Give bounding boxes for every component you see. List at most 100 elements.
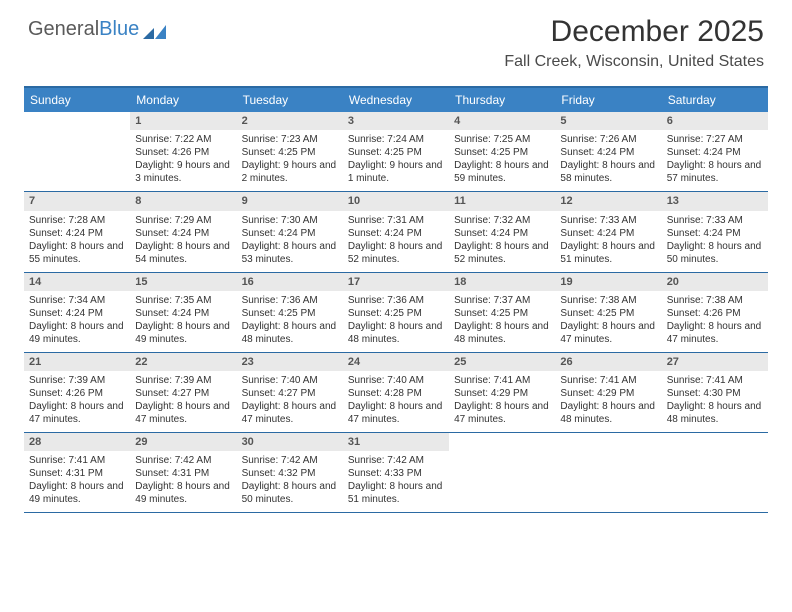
daylight-text: Daylight: 8 hours and 54 minutes.: [135, 240, 231, 266]
sunset-text: Sunset: 4:25 PM: [454, 146, 550, 159]
date-number: 5: [555, 112, 661, 130]
day-detail: Sunrise: 7:25 AMSunset: 4:25 PMDaylight:…: [449, 133, 555, 185]
sunrise-text: Sunrise: 7:41 AM: [560, 374, 656, 387]
daylight-text: Daylight: 9 hours and 3 minutes.: [135, 159, 231, 185]
sunrise-text: Sunrise: 7:35 AM: [135, 294, 231, 307]
week-row: 28 Sunrise: 7:41 AMSunset: 4:31 PMDayligh…: [24, 433, 768, 513]
sunrise-text: Sunrise: 7:38 AM: [667, 294, 763, 307]
day-detail: Sunrise: 7:38 AMSunset: 4:26 PMDaylight:…: [662, 294, 768, 346]
day-cell: 7Sunrise: 7:28 AMSunset: 4:24 PMDaylight…: [24, 192, 130, 271]
day-cell: 6Sunrise: 7:27 AMSunset: 4:24 PMDaylight…: [662, 112, 768, 191]
day-detail: Sunrise: 7:33 AMSunset: 4:24 PMDaylight:…: [662, 214, 768, 266]
day-header: Thursday: [449, 88, 555, 112]
daylight-text: Daylight: 8 hours and 49 minutes.: [135, 480, 231, 506]
daylight-text: Daylight: 8 hours and 47 minutes.: [242, 400, 338, 426]
sunset-text: Sunset: 4:27 PM: [242, 387, 338, 400]
day-cell: .: [662, 433, 768, 512]
brand-text-2: Blue: [99, 18, 139, 41]
sunrise-text: Sunrise: 7:24 AM: [348, 133, 444, 146]
day-cell: 9Sunrise: 7:30 AMSunset: 4:24 PMDaylight…: [237, 192, 343, 271]
location-subtitle: Fall Creek, Wisconsin, United States: [504, 53, 764, 71]
daylight-text: Daylight: 8 hours and 51 minutes.: [348, 480, 444, 506]
daylight-text: Daylight: 8 hours and 49 minutes.: [29, 480, 125, 506]
day-detail: Sunrise: 7:39 AMSunset: 4:27 PMDaylight:…: [130, 374, 236, 426]
date-number: 19: [555, 273, 661, 291]
date-number: 31: [343, 433, 449, 451]
daylight-text: Daylight: 8 hours and 47 minutes.: [348, 400, 444, 426]
sunrise-text: Sunrise: 7:32 AM: [454, 214, 550, 227]
day-cell: 1Sunrise: 7:22 AMSunset: 4:26 PMDaylight…: [130, 112, 236, 191]
sunset-text: Sunset: 4:27 PM: [135, 387, 231, 400]
date-number: 1: [130, 112, 236, 130]
day-detail: Sunrise: 7:36 AMSunset: 4:25 PMDaylight:…: [237, 294, 343, 346]
daylight-text: Daylight: 8 hours and 48 minutes.: [242, 320, 338, 346]
day-detail: Sunrise: 7:40 AMSunset: 4:28 PMDaylight:…: [343, 374, 449, 426]
month-title: December 2025: [504, 15, 764, 49]
day-detail: Sunrise: 7:27 AMSunset: 4:24 PMDaylight:…: [662, 133, 768, 185]
brand-text-1: General: [28, 18, 99, 41]
day-cell: 18 Sunrise: 7:37 AMSunset: 4:25 PMDayligh…: [449, 273, 555, 352]
day-header: Tuesday: [237, 88, 343, 112]
week-row: 21Sunrise: 7:39 AMSunset: 4:26 PMDayligh…: [24, 353, 768, 433]
day-detail: Sunrise: 7:41 AMSunset: 4:31 PMDaylight:…: [24, 454, 130, 506]
daylight-text: Daylight: 8 hours and 47 minutes.: [135, 400, 231, 426]
day-cell: .: [555, 433, 661, 512]
sunrise-text: Sunrise: 7:22 AM: [135, 133, 231, 146]
date-number: 28: [24, 433, 130, 451]
daylight-text: Daylight: 8 hours and 47 minutes.: [29, 400, 125, 426]
sunrise-text: Sunrise: 7:41 AM: [454, 374, 550, 387]
daylight-text: Daylight: 8 hours and 48 minutes.: [560, 400, 656, 426]
date-number: 11: [449, 192, 555, 210]
daylight-text: Daylight: 8 hours and 52 minutes.: [454, 240, 550, 266]
sunrise-text: Sunrise: 7:29 AM: [135, 214, 231, 227]
sunset-text: Sunset: 4:24 PM: [242, 227, 338, 240]
day-cell: 11Sunrise: 7:32 AMSunset: 4:24 PMDayligh…: [449, 192, 555, 271]
daylight-text: Daylight: 8 hours and 48 minutes.: [348, 320, 444, 346]
daylight-text: Daylight: 8 hours and 55 minutes.: [29, 240, 125, 266]
date-number: 16: [237, 273, 343, 291]
day-cell: 3Sunrise: 7:24 AMSunset: 4:25 PMDaylight…: [343, 112, 449, 191]
date-number: 7: [24, 192, 130, 210]
day-header: Sunday: [24, 88, 130, 112]
day-cell: 17Sunrise: 7:36 AMSunset: 4:25 PMDayligh…: [343, 273, 449, 352]
day-detail: Sunrise: 7:42 AMSunset: 4:32 PMDaylight:…: [237, 454, 343, 506]
sunset-text: Sunset: 4:24 PM: [560, 146, 656, 159]
sunrise-text: Sunrise: 7:42 AM: [242, 454, 338, 467]
sunset-text: Sunset: 4:25 PM: [560, 307, 656, 320]
sunset-text: Sunset: 4:25 PM: [454, 307, 550, 320]
day-detail: Sunrise: 7:37 AMSunset: 4:25 PMDaylight:…: [449, 294, 555, 346]
date-number: 18: [449, 273, 555, 291]
date-number: 20: [662, 273, 768, 291]
day-cell: 24Sunrise: 7:40 AMSunset: 4:28 PMDayligh…: [343, 353, 449, 432]
sunrise-text: Sunrise: 7:36 AM: [348, 294, 444, 307]
date-number: 3: [343, 112, 449, 130]
date-number: 27: [662, 353, 768, 371]
sunrise-text: Sunrise: 7:36 AM: [242, 294, 338, 307]
daylight-text: Daylight: 9 hours and 1 minute.: [348, 159, 444, 185]
date-number: 26: [555, 353, 661, 371]
daylight-text: Daylight: 8 hours and 48 minutes.: [454, 320, 550, 346]
sunrise-text: Sunrise: 7:26 AM: [560, 133, 656, 146]
date-number: 22: [130, 353, 236, 371]
daylight-text: Daylight: 8 hours and 58 minutes.: [560, 159, 656, 185]
date-number: 15: [130, 273, 236, 291]
day-cell: 22 Sunrise: 7:39 AMSunset: 4:27 PMDayligh…: [130, 353, 236, 432]
sunset-text: Sunset: 4:28 PM: [348, 387, 444, 400]
sunrise-text: Sunrise: 7:39 AM: [135, 374, 231, 387]
day-cell: 12Sunrise: 7:33 AMSunset: 4:24 PMDayligh…: [555, 192, 661, 271]
sunset-text: Sunset: 4:24 PM: [667, 146, 763, 159]
week-row: 7Sunrise: 7:28 AMSunset: 4:24 PMDaylight…: [24, 192, 768, 272]
daylight-text: Daylight: 8 hours and 49 minutes.: [135, 320, 231, 346]
day-header: Monday: [130, 88, 236, 112]
sunrise-text: Sunrise: 7:39 AM: [29, 374, 125, 387]
sunrise-text: Sunrise: 7:27 AM: [667, 133, 763, 146]
day-cell: .: [24, 112, 130, 191]
sunset-text: Sunset: 4:31 PM: [135, 467, 231, 480]
date-number: 13: [662, 192, 768, 210]
sunrise-text: Sunrise: 7:41 AM: [667, 374, 763, 387]
sunrise-text: Sunrise: 7:40 AM: [242, 374, 338, 387]
sunset-text: Sunset: 4:25 PM: [242, 146, 338, 159]
sunset-text: Sunset: 4:32 PM: [242, 467, 338, 480]
day-detail: Sunrise: 7:29 AMSunset: 4:24 PMDaylight:…: [130, 214, 236, 266]
week-row: .1Sunrise: 7:22 AMSunset: 4:26 PMDayligh…: [24, 112, 768, 192]
